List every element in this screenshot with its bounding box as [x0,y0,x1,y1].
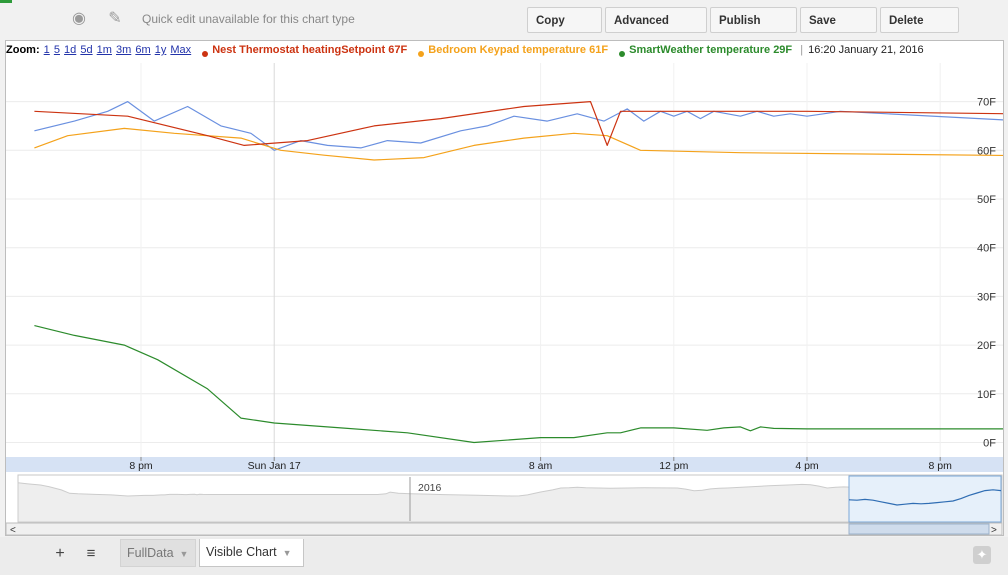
chart-legend: Zoom: 1 5 1d 5d 1m 3m 6m 1y Max Nest The… [6,44,924,60]
x-tick-label: 8 pm [929,460,953,472]
navigator-year-label: 2016 [418,482,442,494]
x-tick-label: 4 pm [795,460,819,472]
zoom-option-max[interactable]: Max [170,44,192,56]
legend-bedroom-value: 61F [589,44,609,56]
tab-visible-chart[interactable]: Visible Chart ▼ [199,539,304,567]
horizontal-scrollbar [5,522,1003,536]
y-tick-label: 20F [977,340,996,352]
scroll-left-icon: < [10,525,16,536]
tab-fulldata[interactable]: FullData ▼ [120,539,196,567]
legend-nest-name: Nest Thermostat heatingSetpoint [212,44,386,56]
legend-bedroom-name: Bedroom Keypad temperature [428,44,587,56]
zoom-option-1y[interactable]: 1y [154,44,167,56]
legend-smartweather-name: SmartWeather temperature [629,44,771,56]
sheet-list-icon[interactable]: ≡ [86,545,96,562]
y-tick-label: 50F [977,194,996,206]
navigator-selection [848,475,1002,523]
series-line-3 [34,101,1003,151]
tab-fulldata-caret-icon[interactable]: ▼ [179,549,189,559]
x-axis-band [6,457,1003,472]
zoom-label: Zoom: [6,44,40,56]
legend-nest-value: 67F [388,44,408,56]
explore-icon[interactable]: ✦ [973,546,991,564]
tab-visible-chart-caret-icon[interactable]: ▼ [282,548,292,558]
y-tick-label: 0F [983,438,996,450]
legend-dot-bedroom [418,51,425,58]
zoom-option-3m[interactable]: 3m [116,44,132,56]
y-tick-label: 70F [977,97,996,109]
accent-strip [0,0,12,3]
plot-area [6,63,1003,457]
legend-smartweather-value: 29F [773,44,793,56]
y-tick-label: 40F [977,243,996,255]
x-tick-label: Sun Jan 17 [248,460,301,472]
quick-edit-note: Quick edit unavailable for this chart ty… [142,12,355,26]
legend-dot-nest [202,51,209,58]
zoom-option-1m[interactable]: 1m [96,44,112,56]
series-line-0 [34,101,1003,146]
zoom-option-1d[interactable]: 1d [64,44,77,56]
eye-icon[interactable]: ◉ [72,10,86,27]
series-line-2 [34,325,1003,444]
navigator-selection-line [848,489,1002,506]
series-line-1 [34,127,1003,161]
zoom-option-1[interactable]: 1 [43,44,50,56]
legend-dot-smartweather [619,51,626,58]
y-tick-label: 60F [977,145,996,157]
legend-timestamp: 16:20 January 21, 2016 [808,44,924,56]
tab-fulldata-label: FullData [127,546,174,560]
scroll-right-icon: > [991,525,997,536]
zoom-option-5[interactable]: 5 [53,44,60,56]
copy-chart-button[interactable]: Copy chart [527,7,602,53]
pencil-icon[interactable]: ✎ [108,10,122,27]
add-sheet-icon[interactable]: + [55,545,65,562]
x-tick-label: 12 pm [659,460,688,472]
zoom-option-5d[interactable]: 5d [80,44,93,56]
tab-visible-chart-label: Visible Chart [206,545,277,559]
y-tick-label: 30F [977,291,996,303]
scrollbar-thumb [848,523,990,535]
line-chart[interactable]: 0F 10F 20F 30F 40F 50F 60F 70F 8 pm Sun Jan 17 8 a… [0,0,1008,537]
x-tick-label: 8 pm [129,460,153,472]
zoom-option-6m[interactable]: 6m [135,44,151,56]
y-tick-label: 10F [977,389,996,401]
legend-separator: | [800,44,804,56]
x-tick-label: 8 am [529,460,553,472]
